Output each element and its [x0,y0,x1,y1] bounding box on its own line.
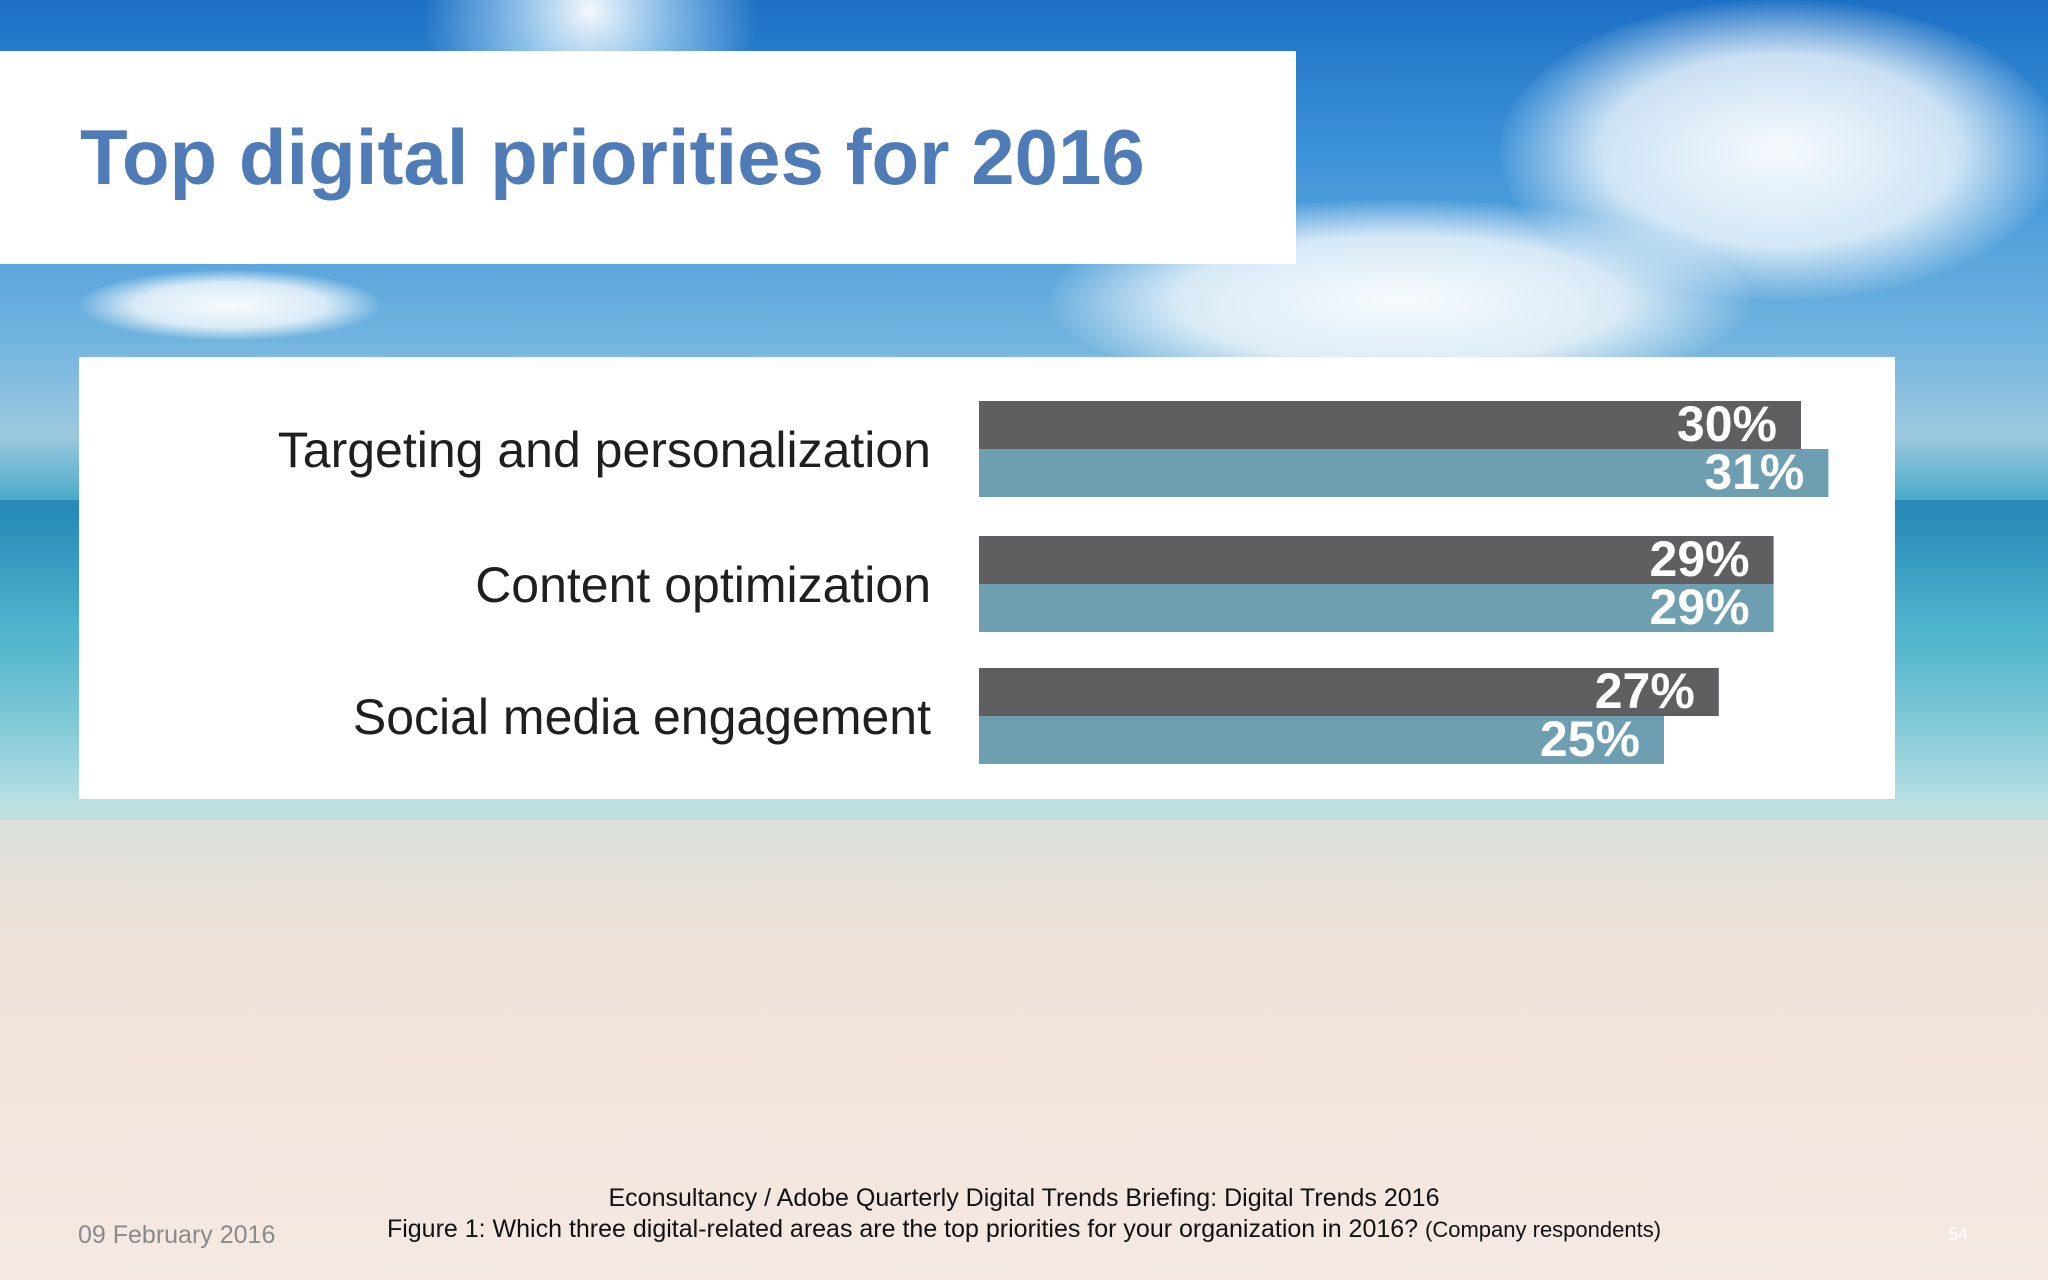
bar-value-label: 29% [1650,531,1750,587]
bar-value-label: 25% [1540,711,1640,767]
bar-series-light [979,449,1829,497]
bar-value-label: 29% [1650,579,1750,635]
sand-decoration [0,820,2048,1280]
page-number: 54 [1948,1224,1969,1244]
chart-panel: Targeting and personalization 30% 31% Conte… [79,357,1895,799]
bar-series-dark [979,668,1719,716]
bar-series-dark [979,401,1801,449]
category-label: Content optimization [475,557,931,613]
cloud-decoration [80,270,380,340]
figure-caption: Figure 1: Which three digital-related ar… [0,1215,2048,1244]
category-label: Social media engagement [353,689,931,745]
bar-series-light [979,584,1774,632]
caption-text: Figure 1: Which three digital-related ar… [386,1215,1419,1243]
title-panel [0,51,1296,264]
slide-title: Top digital priorities for 2016 [80,113,1145,201]
bar-value-label: 27% [1595,663,1695,719]
slide-date: 09 February 2016 [78,1221,276,1249]
caption-note: (Company respondents) [1425,1217,1662,1242]
bar-value-label: 30% [1677,396,1777,452]
bar-series-light [979,716,1664,764]
category-label: Targeting and personalization [278,422,931,478]
bar-series-dark [979,536,1774,584]
source-citation: Econsultancy / Adobe Quarterly Digital T… [608,1184,1440,1212]
bar-value-label: 31% [1704,444,1804,500]
bar-chart: Targeting and personalization 30%31% Conte… [278,396,1829,767]
